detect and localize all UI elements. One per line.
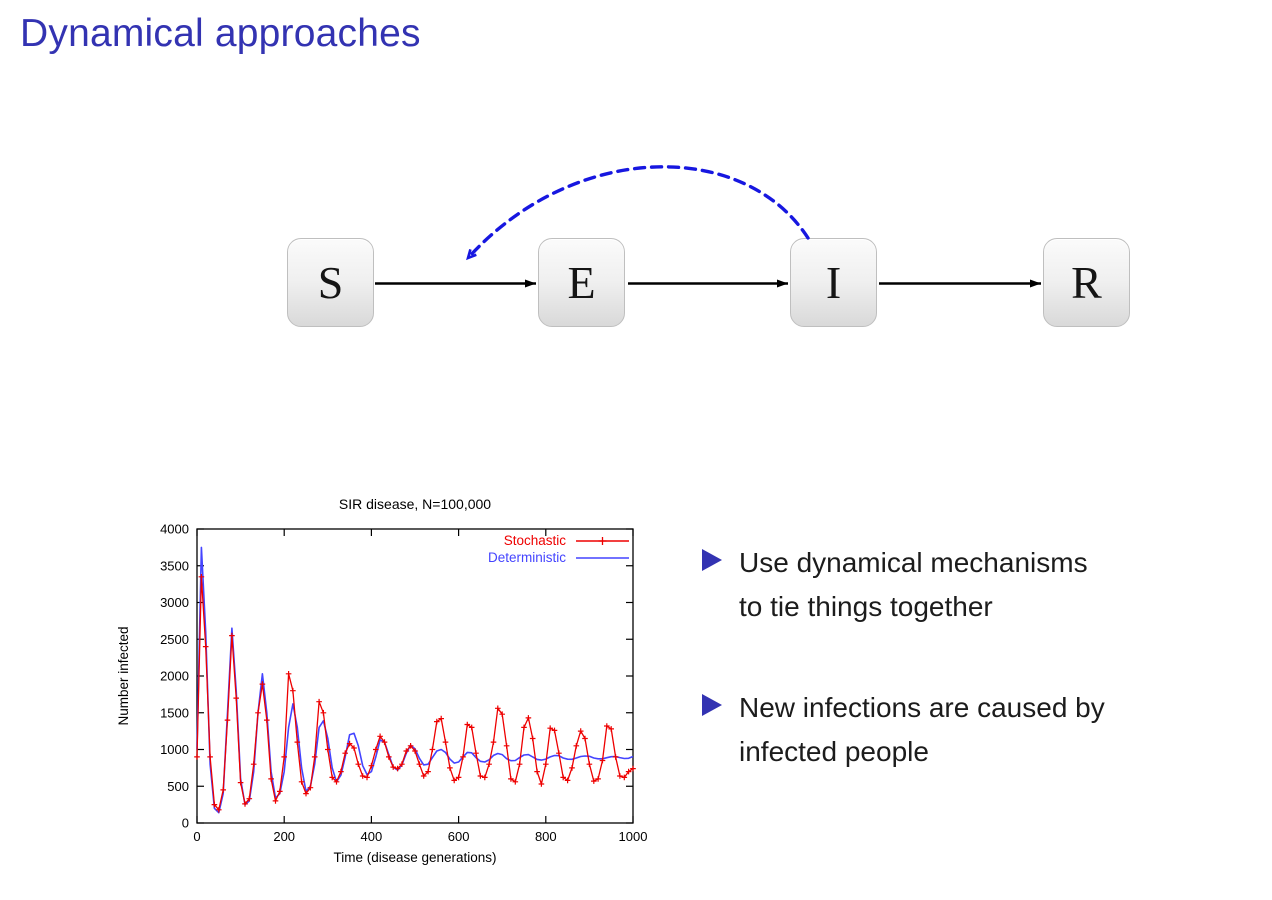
bullet-1-text: Use dynamical mechanisms to tie things t… [739, 541, 1088, 629]
y-tick-label: 500 [167, 779, 189, 794]
legend-entry-deterministic: Deterministic [488, 549, 631, 566]
triangle-bullet-icon [702, 549, 722, 571]
legend-label-stochastic: Stochastic [503, 533, 566, 548]
legend-sample-stochastic-line [576, 536, 629, 545]
sir-chart: SIR disease, N=100,000 Number infected T… [100, 488, 660, 880]
bullet-1-line-1: Use dynamical mechanisms [739, 547, 1088, 578]
compartment-r: R [1043, 238, 1130, 327]
chart-title: SIR disease, N=100,000 [338, 496, 492, 512]
y-tick-label: 1500 [160, 705, 189, 720]
compartment-e: E [538, 238, 625, 327]
page-title: Dynamical approaches [20, 12, 421, 55]
x-tick-label: 0 [193, 829, 200, 844]
y-tick-label: 1000 [160, 742, 189, 757]
bullet-2-text: New infections are caused by infected pe… [739, 686, 1105, 774]
y-tick-label: 3500 [160, 558, 189, 573]
chart-legend: Stochastic Deterministic [488, 532, 631, 566]
x-tick-label: 1000 [619, 829, 648, 844]
plot-area: 0 200 400 600 800 1000 0 500 1000 1500 2000 2500 300… [160, 522, 648, 845]
seir-diagram: S E I R [0, 0, 1272, 420]
legend-entry-stochastic: Stochastic [488, 532, 631, 549]
x-tick-label: 400 [361, 829, 383, 844]
y-tick-label: 2500 [160, 632, 189, 647]
y-tick-label: 2000 [160, 669, 189, 684]
legend-sample-deterministic-line [576, 556, 629, 559]
compartment-s-label: S [317, 256, 344, 308]
y-tick-label: 4000 [160, 522, 189, 537]
legend-label-deterministic: Deterministic [487, 550, 566, 565]
compartment-s: S [287, 238, 374, 327]
bullet-item-1: Use dynamical mechanisms to tie things t… [702, 541, 1242, 629]
triangle-bullet-icon [702, 694, 722, 716]
bullet-2-line-2: infected people [739, 736, 929, 767]
bullet-2-line-1: New infections are caused by [739, 692, 1105, 723]
feedback-dashed-arrow [468, 165, 810, 258]
y-tick-label: 3000 [160, 595, 189, 610]
x-tick-label: 200 [273, 829, 295, 844]
compartment-i: I [790, 238, 877, 327]
compartment-e-label: E [567, 256, 596, 308]
bullet-item-2: New infections are caused by infected pe… [702, 686, 1242, 774]
compartment-i-label: I [825, 256, 842, 308]
bullet-list: Use dynamical mechanisms to tie things t… [702, 541, 1242, 831]
y-tick-label: 0 [182, 816, 189, 831]
x-tick-label: 800 [535, 829, 557, 844]
x-tick-label: 600 [448, 829, 470, 844]
series-line-stochastic [196, 576, 634, 811]
series-markers-stochastic [194, 574, 636, 813]
diagram-arrows-layer [375, 165, 1041, 288]
series-line-deterministic [196, 546, 634, 814]
chart-x-axis-label: Time (disease generations) [333, 850, 497, 865]
compartment-r-label: R [1071, 256, 1102, 308]
bullet-1-line-2: to tie things together [739, 591, 993, 622]
